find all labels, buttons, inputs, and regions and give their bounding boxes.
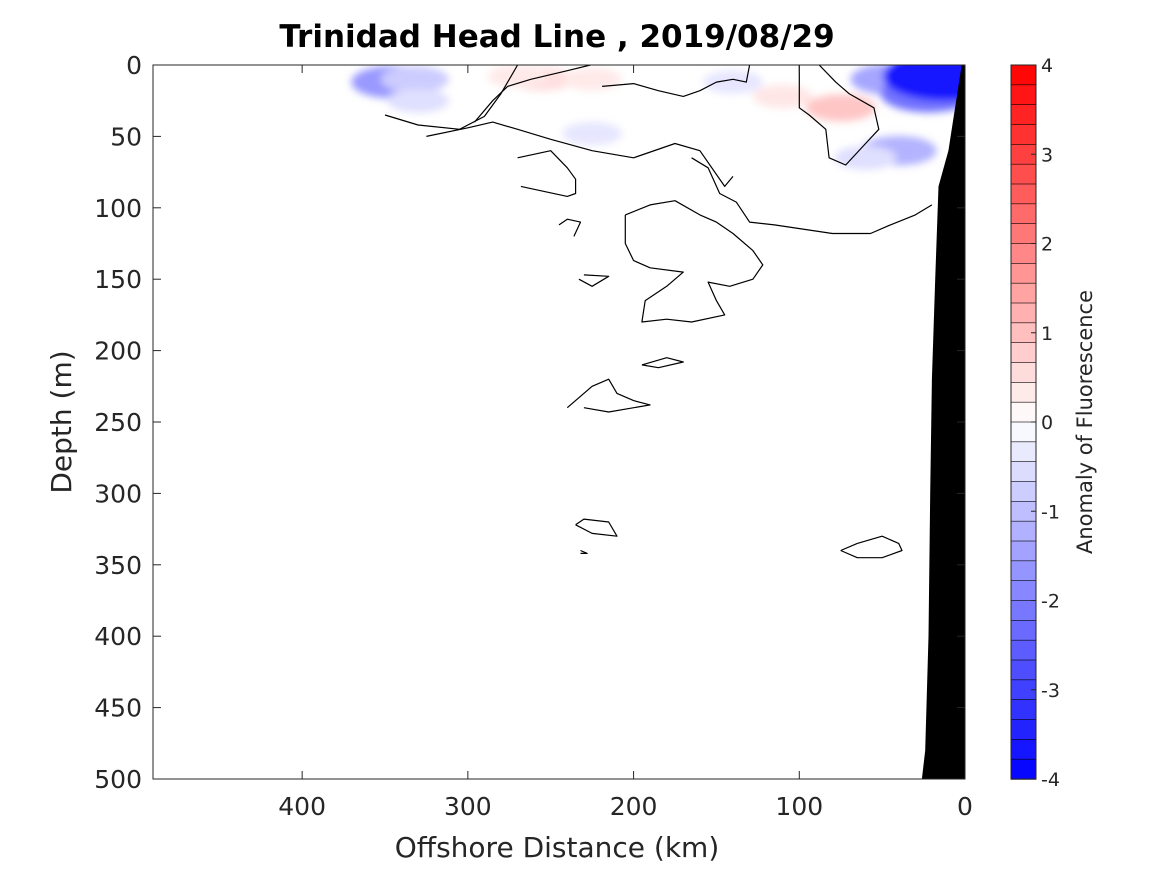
- anomaly-patch-1: [380, 66, 449, 93]
- anomaly-patch-5: [562, 67, 622, 91]
- zero-contour-14: [840, 535, 903, 559]
- y-tick-label: 150: [94, 265, 142, 294]
- anomaly-patch-12: [883, 65, 965, 101]
- colorbar-segment: [1010, 461, 1037, 483]
- colorbar-segment: [1010, 441, 1037, 463]
- zero-contour-3: [602, 65, 751, 98]
- colorbar-segment: [1010, 163, 1037, 185]
- colorbar-segment: [1010, 263, 1037, 284]
- y-tick-label: 100: [94, 194, 142, 223]
- colorbar-segment: [1010, 560, 1037, 582]
- zero-contour-4: [798, 65, 880, 166]
- colorbar-segment: [1010, 342, 1037, 364]
- anomaly-patch-9: [805, 94, 876, 122]
- zero-contour-5: [517, 150, 577, 197]
- colorbar-segment: [1010, 183, 1037, 205]
- y-tick-label: 450: [94, 694, 142, 723]
- x-axis: 400 300 200 100 0: [278, 65, 973, 821]
- zero-contour-10: [641, 357, 684, 369]
- x-tick-label: 200: [610, 792, 658, 821]
- zero-contour-1: [426, 121, 734, 187]
- colorbar-tick-label: 4: [1041, 55, 1053, 77]
- colorbar-segment: [1010, 84, 1037, 106]
- x-tick-label: 100: [775, 792, 823, 821]
- colorbar-segment: [1010, 382, 1037, 403]
- x-tick-label: 0: [957, 792, 973, 821]
- zero-contour-7: [558, 218, 582, 237]
- y-tick-label: 250: [94, 408, 142, 437]
- colorbar-tick-label: 2: [1041, 234, 1053, 256]
- anomaly-patch-2: [387, 88, 450, 113]
- colorbar-tick-label: -2: [1041, 591, 1060, 613]
- zero-contour-8: [578, 274, 610, 287]
- colorbar-segment: [1010, 699, 1037, 721]
- anomaly-patch-8: [752, 84, 813, 109]
- zero-contour-11: [566, 378, 651, 413]
- zero-contour-6: [691, 157, 933, 235]
- y-tick-label: 500: [94, 765, 142, 794]
- colorbar-segment: [1010, 64, 1037, 86]
- colorbar-segment: [1010, 520, 1037, 542]
- y-tick-label: 200: [94, 337, 142, 366]
- colorbar-segment: [1010, 124, 1037, 146]
- colorbar-segment: [1010, 719, 1037, 741]
- anomaly-patch-6: [562, 121, 623, 146]
- zero-contour-0: [384, 65, 519, 130]
- colorbar-segment: [1010, 401, 1037, 423]
- colorbar-tick-label: 1: [1041, 323, 1053, 345]
- y-tick-label: 50: [110, 122, 142, 151]
- anomaly-patch-14: [834, 145, 897, 170]
- zero-contour-9: [624, 200, 764, 323]
- y-tick-label: 300: [94, 479, 142, 508]
- colorbar: 4 3 2 1 0 -1 -2 -3 -4: [1010, 55, 1060, 791]
- colorbar-segment: [1010, 203, 1037, 225]
- colorbar-segment: [1010, 620, 1037, 641]
- colorbar-segment: [1010, 421, 1037, 443]
- colorbar-segment: [1010, 739, 1037, 760]
- colorbar-segment: [1010, 223, 1037, 245]
- x-axis-label: Offshore Distance (km): [395, 831, 720, 864]
- colorbar-segment: [1010, 758, 1037, 780]
- colorbar-segment: [1010, 243, 1037, 265]
- y-axis-label: Depth (m): [45, 350, 78, 493]
- colorbar-segment: [1010, 104, 1037, 126]
- colorbar-segment: [1010, 282, 1037, 304]
- colorbar-tick-label: -4: [1041, 769, 1060, 791]
- colorbar-label: Anomaly of Fluorescence: [1073, 290, 1097, 554]
- colorbar-segment: [1010, 580, 1037, 602]
- x-tick-label: 300: [444, 792, 492, 821]
- colorbar-tick-label: 3: [1041, 144, 1053, 166]
- colorbar-tick-label: -1: [1041, 501, 1060, 523]
- x-tick-label: 400: [278, 792, 326, 821]
- anomaly-patch-7: [703, 70, 763, 94]
- seafloor-bottom: [865, 65, 965, 779]
- zero-contour-13: [580, 549, 588, 555]
- anomaly-patch-4: [488, 65, 548, 88]
- plot-area: [153, 65, 965, 779]
- colorbar-segment: [1010, 540, 1037, 562]
- seafloor-shape: [921, 65, 965, 779]
- zero-contour-12: [575, 518, 618, 537]
- colorbar-segment: [1010, 481, 1037, 503]
- colorbar-segment: [1010, 302, 1037, 324]
- chart-title: Trinidad Head Line , 2019/08/29: [279, 19, 834, 55]
- colorbar-tick-label: 0: [1041, 412, 1053, 434]
- colorbar-tick-label: -3: [1041, 680, 1060, 702]
- colorbar-segment: [1010, 659, 1037, 681]
- zero-contours: [384, 65, 933, 559]
- zero-contour-2: [474, 65, 591, 123]
- y-axis: 0 50 100 150 200 250 300 350 400 450 500: [94, 51, 965, 794]
- colorbar-segment: [1010, 362, 1037, 384]
- y-tick-label: 400: [94, 622, 142, 651]
- colorbar-segment: [1010, 639, 1037, 661]
- y-tick-label: 0: [126, 51, 142, 80]
- y-tick-label: 350: [94, 551, 142, 580]
- colorbar-segment: [1010, 600, 1037, 622]
